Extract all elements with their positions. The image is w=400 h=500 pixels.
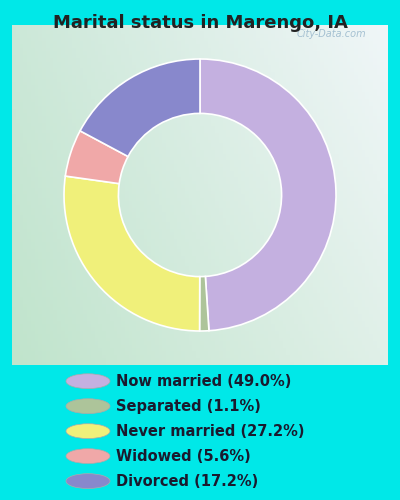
- Text: Divorced (17.2%): Divorced (17.2%): [116, 474, 258, 488]
- Circle shape: [66, 374, 110, 388]
- Text: Separated (1.1%): Separated (1.1%): [116, 398, 261, 413]
- Wedge shape: [64, 176, 200, 331]
- Text: Never married (27.2%): Never married (27.2%): [116, 424, 304, 438]
- Circle shape: [66, 448, 110, 464]
- Circle shape: [66, 424, 110, 438]
- Circle shape: [66, 474, 110, 488]
- Wedge shape: [65, 131, 128, 184]
- Text: Now married (49.0%): Now married (49.0%): [116, 374, 291, 388]
- Wedge shape: [200, 59, 336, 330]
- Text: City-Data.com: City-Data.com: [296, 29, 366, 39]
- Wedge shape: [200, 276, 209, 331]
- Text: Widowed (5.6%): Widowed (5.6%): [116, 448, 251, 464]
- Circle shape: [66, 399, 110, 413]
- Text: Marital status in Marengo, IA: Marital status in Marengo, IA: [52, 14, 348, 32]
- Wedge shape: [80, 59, 200, 156]
